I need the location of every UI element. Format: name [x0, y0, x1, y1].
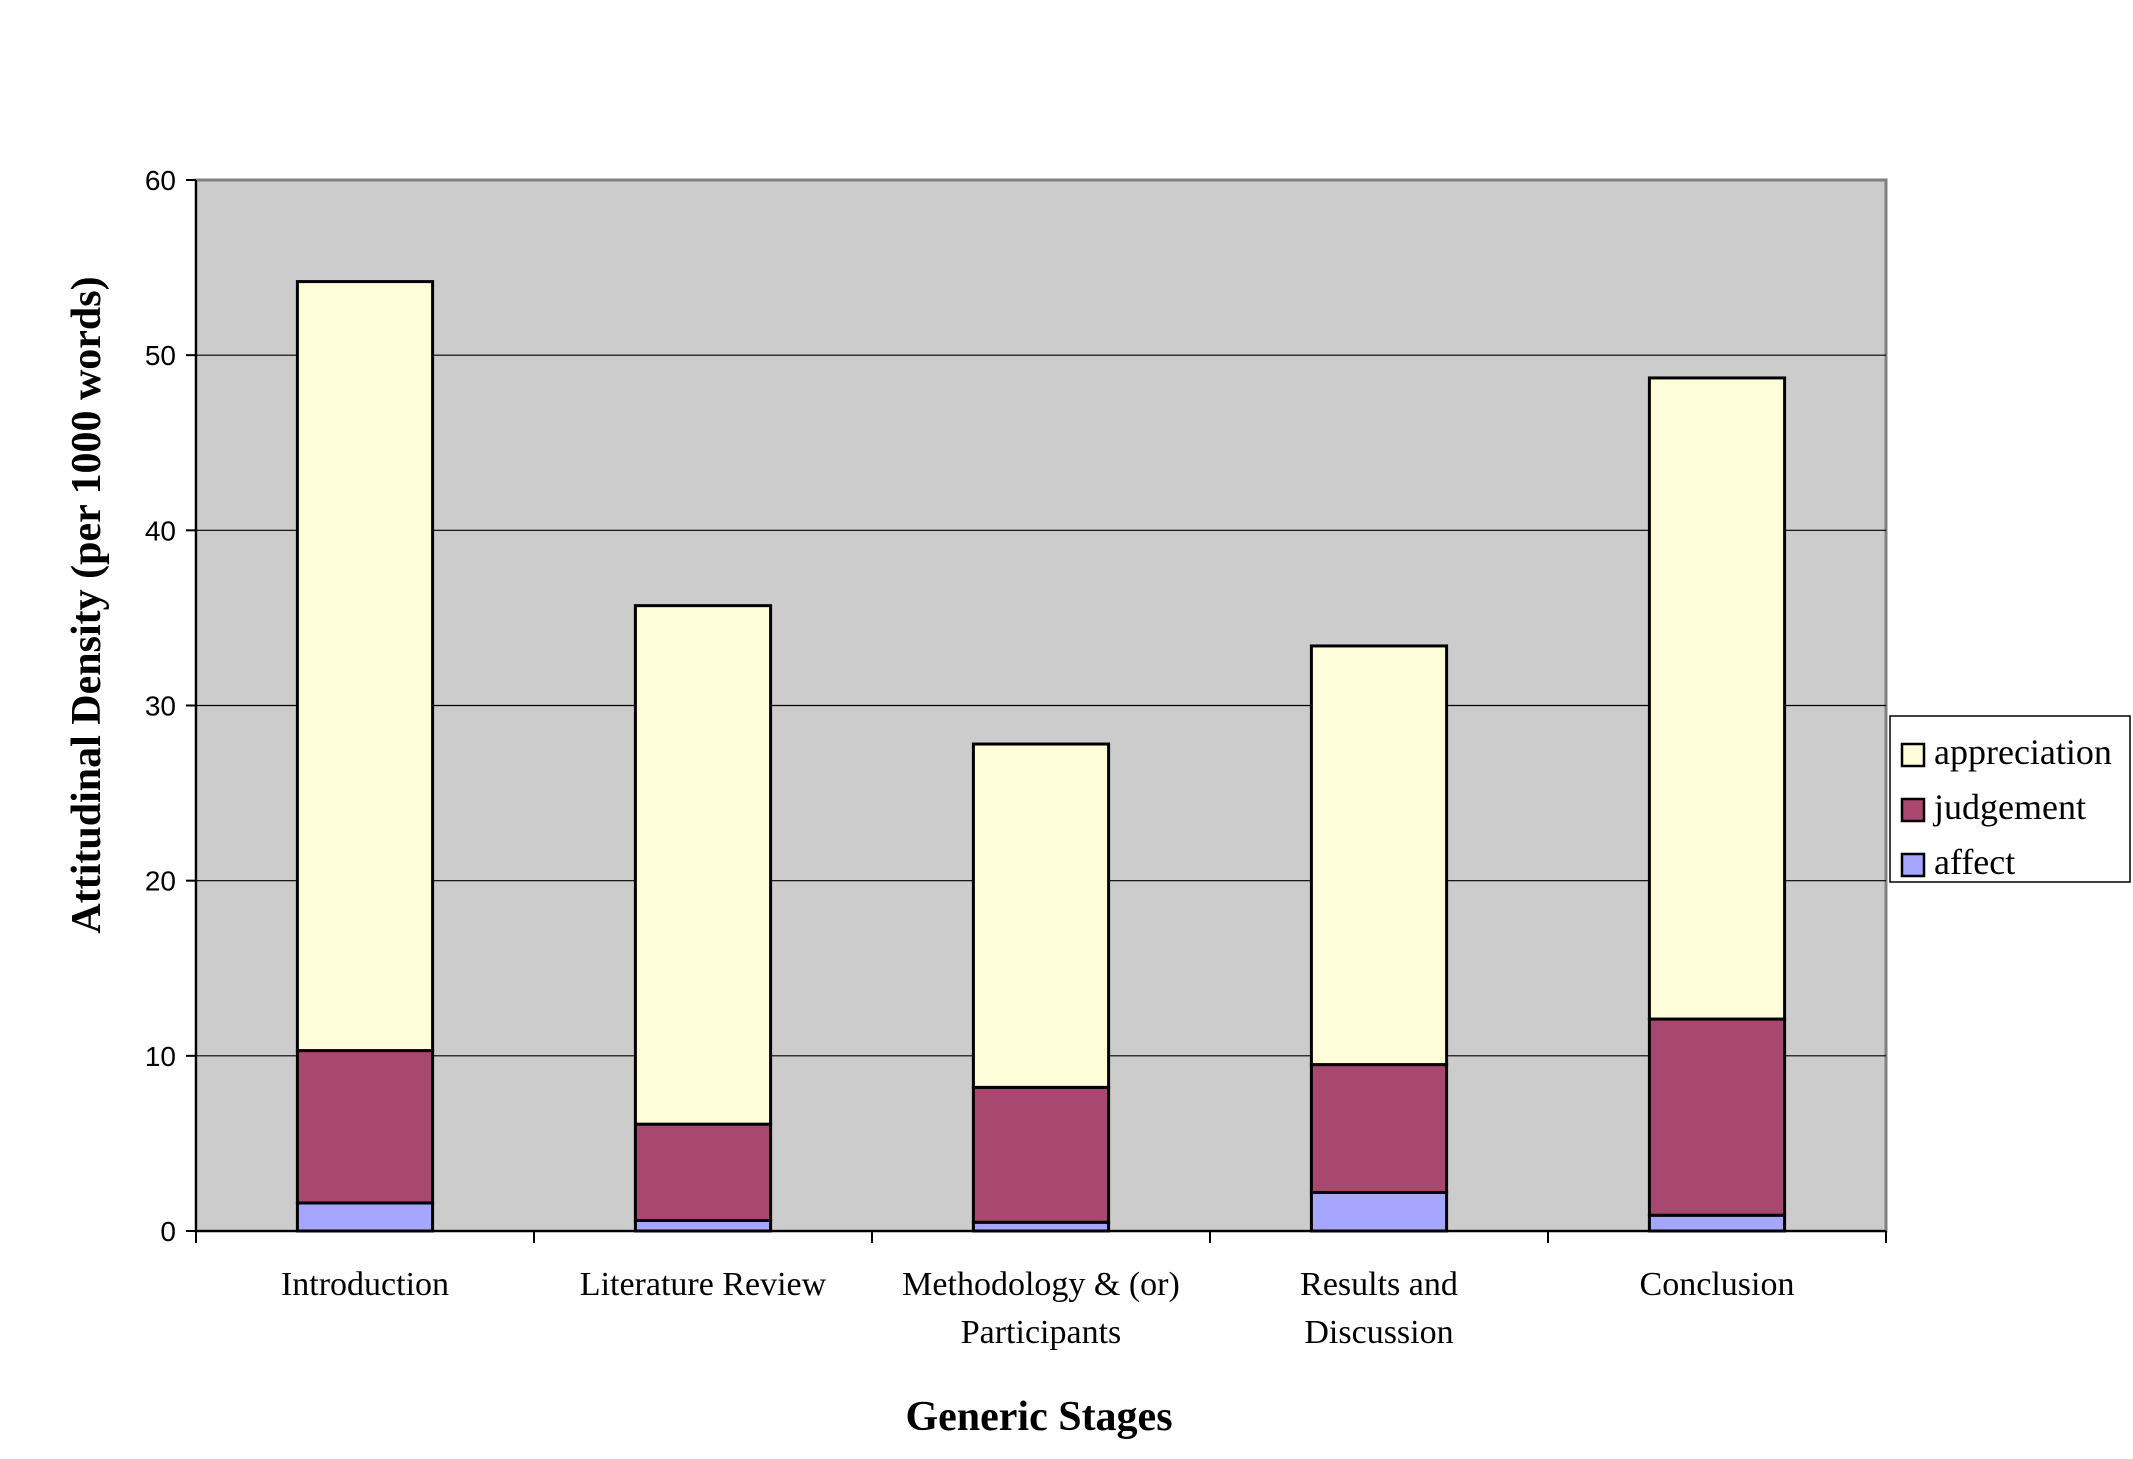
x-axis-title: Generic Stages	[905, 1394, 1172, 1440]
legend-box	[1889, 715, 2131, 883]
legend-swatch-appreciation	[1900, 742, 1926, 768]
bar-segment-affect	[633, 1218, 773, 1233]
legend-swatch-judgement	[1900, 797, 1926, 823]
bar-segment-affect	[1647, 1213, 1787, 1233]
bar-segment-appreciation	[295, 280, 435, 1053]
category-label: Methodology & (or)	[902, 1266, 1180, 1303]
category-label: Literature Review	[580, 1266, 827, 1303]
y-tick-label: 30	[145, 691, 176, 722]
y-tick-label: 20	[145, 866, 176, 897]
bar-segment-appreciation	[1309, 644, 1449, 1067]
category-label: Participants	[961, 1314, 1122, 1351]
legend-label-affect: affect	[1934, 842, 2015, 882]
bar-segment-affect	[295, 1201, 435, 1233]
y-tick-label: 40	[145, 515, 176, 546]
y-tick-label: 0	[160, 1216, 176, 1247]
bar-segment-appreciation	[1647, 376, 1787, 1021]
y-axis-title: Attitudinal Density (per 1000 words)	[64, 276, 110, 933]
y-tick-label: 10	[145, 1041, 176, 1072]
category-label: Conclusion	[1640, 1266, 1795, 1303]
bar-segment-appreciation	[971, 742, 1111, 1089]
y-tick-label: 60	[145, 165, 176, 196]
bar-segment-judgement	[1309, 1063, 1449, 1194]
bar-segment-affect	[1309, 1190, 1449, 1233]
bar-segment-judgement	[1647, 1017, 1787, 1217]
category-labels: Introduction Literature Review Methodology…	[281, 1266, 1794, 1351]
x-axis	[195, 1230, 1887, 1243]
legend: appreciation judgement affect	[1889, 715, 2131, 883]
legend-label-judgement: judgement	[1932, 787, 2086, 827]
category-label: Results and	[1300, 1266, 1458, 1303]
bar-segment-judgement	[971, 1085, 1111, 1224]
legend-swatch-affect	[1900, 852, 1926, 878]
category-label: Discussion	[1304, 1314, 1453, 1351]
bar-segment-judgement	[633, 1122, 773, 1222]
y-axis: 0 10 20 30 40 50 60	[145, 165, 197, 1247]
bar-segment-judgement	[295, 1049, 435, 1205]
bar-segment-appreciation	[633, 604, 773, 1126]
bars	[295, 280, 1787, 1233]
legend-label-appreciation: appreciation	[1934, 732, 2112, 772]
category-label: Introduction	[281, 1266, 449, 1303]
y-tick-label: 50	[145, 340, 176, 371]
